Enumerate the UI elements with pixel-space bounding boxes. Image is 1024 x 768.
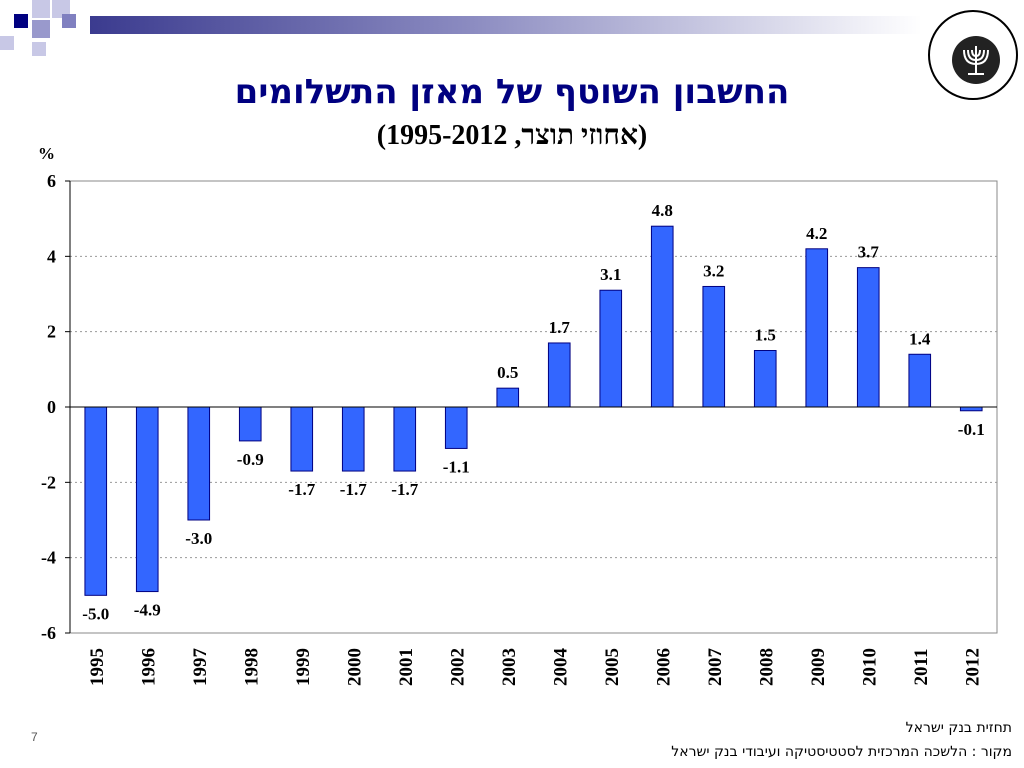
value-label: -4.9 <box>134 601 161 620</box>
y-tick-label: 6 <box>47 171 56 191</box>
x-tick-label: 2005 <box>602 648 623 686</box>
x-axis-labels: 1995 1996 1997 1998 1999 2000 2001 2002 2003 2004… <box>87 648 984 687</box>
x-tick-label: 2001 <box>396 648 417 686</box>
value-label: 1.7 <box>549 318 571 337</box>
value-label: 1.4 <box>909 329 931 348</box>
x-tick-label: 2011 <box>911 649 932 686</box>
bar-2008 <box>753 350 777 408</box>
x-tick-label: 1999 <box>293 648 314 686</box>
x-tick-label: 2000 <box>344 648 365 686</box>
y-tick-label: -6 <box>41 623 56 643</box>
header-decoration-squares <box>0 0 76 56</box>
bar-1995 <box>84 406 108 596</box>
x-tick-label: 1996 <box>138 648 159 686</box>
x-tick-label: 2012 <box>962 648 983 686</box>
x-tick-label: 2004 <box>550 648 571 687</box>
x-tick-label: 2008 <box>756 648 777 686</box>
bar-1998 <box>238 406 262 442</box>
bar-2006 <box>650 225 674 408</box>
bank-of-israel-logo <box>928 10 1018 100</box>
bar-1996 <box>135 406 159 593</box>
y-axis-unit-label: % <box>38 144 55 163</box>
value-label: 3.2 <box>703 261 724 280</box>
x-tick-label: 1997 <box>190 648 211 687</box>
value-label: -3.0 <box>185 529 212 548</box>
value-label: -1.1 <box>443 457 470 476</box>
x-tick-label: 2007 <box>705 648 726 687</box>
y-tick-label: -2 <box>41 472 56 492</box>
page-number: 7 <box>31 730 38 744</box>
bar-2000 <box>341 406 365 472</box>
value-label: -1.7 <box>340 480 367 499</box>
bars <box>84 225 983 596</box>
x-tick-label: 2002 <box>447 648 468 686</box>
bar-2011 <box>908 353 932 408</box>
y-tick-label: -4 <box>41 548 56 568</box>
value-label: -0.9 <box>237 450 264 469</box>
value-label: -5.0 <box>82 604 109 623</box>
footer-source-note: מקור : הלשכה המרכזית לסטטיסטיקה ועיבודי … <box>671 744 1012 760</box>
bar-1997 <box>187 406 211 521</box>
x-tick-label: 2010 <box>859 648 880 686</box>
value-label: -1.7 <box>391 480 418 499</box>
bar-2002 <box>444 406 468 449</box>
value-label: 0.5 <box>497 363 518 382</box>
bar-2012 <box>959 406 983 412</box>
bar-2001 <box>393 406 417 472</box>
footer-forecast-note: תחזית בנק ישראל <box>905 720 1012 736</box>
bar-2004 <box>547 342 571 408</box>
x-tick-label: 1998 <box>241 648 262 686</box>
y-tick-label: 4 <box>47 246 56 266</box>
value-label: -0.1 <box>958 420 985 439</box>
value-label: 3.1 <box>600 265 621 284</box>
x-tick-label: 1995 <box>87 648 108 686</box>
x-tick-label: 2006 <box>653 648 674 686</box>
x-tick-label: 2009 <box>808 648 829 686</box>
x-tick-label: 2003 <box>499 648 520 686</box>
bar-2009 <box>805 248 829 408</box>
bar-1999 <box>290 406 314 472</box>
y-tick-label: 0 <box>47 397 56 417</box>
bar-2005 <box>599 289 623 408</box>
bar-2007 <box>702 285 726 408</box>
value-label: 1.5 <box>755 326 776 345</box>
slide-subtitle: (אחוזי תוצר, 1995-2012) <box>376 120 648 151</box>
y-tick-label: 2 <box>47 322 56 342</box>
slide-title: החשבון השוטף של מאזן התשלומים <box>234 72 790 112</box>
value-label: 4.2 <box>806 224 827 243</box>
y-axis-ticks: -6 -4 -2 0 2 4 6 <box>41 171 70 643</box>
value-label: 3.7 <box>858 243 880 262</box>
value-label: 4.8 <box>652 201 673 220</box>
value-label: -1.7 <box>288 480 315 499</box>
value-labels: -5.0 -4.9 -3.0 -0.9 -1.7 -1.7 -1.7 -1.1 0.5 1.7 3.… <box>82 201 984 623</box>
bar-2010 <box>856 267 880 408</box>
header-gradient-bar <box>90 16 922 34</box>
bar-2003 <box>496 387 520 408</box>
